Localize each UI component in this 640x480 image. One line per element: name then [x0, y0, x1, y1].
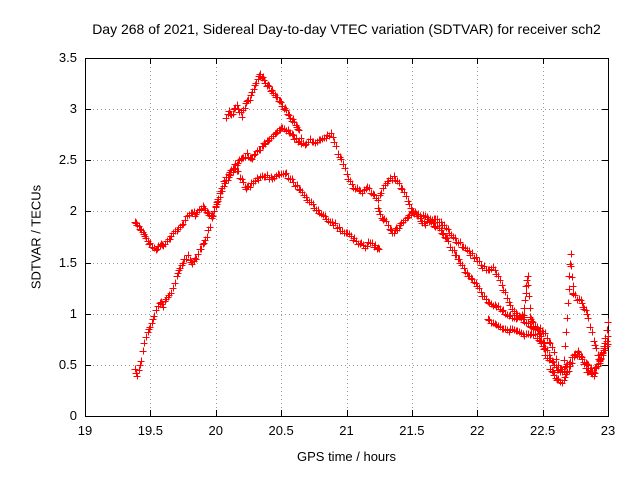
- y-tick-label-3: 3: [69, 101, 77, 117]
- y-tick-label-0.5: 0.5: [58, 356, 77, 372]
- plot-frame: [85, 58, 609, 417]
- tick-marks: [85, 58, 609, 417]
- y-tick-label-1.5: 1.5: [58, 254, 77, 270]
- x-tick-label-21: 21: [339, 423, 354, 438]
- x-tick-label-20.5: 20.5: [268, 423, 294, 438]
- x-axis-title: GPS time / hours: [297, 449, 396, 464]
- y-tick-label-2: 2: [69, 203, 77, 219]
- y-tick-label-1: 1: [69, 305, 77, 321]
- x-tick-label-22: 22: [470, 423, 485, 438]
- chart-title: Day 268 of 2021, Sidereal Day-to-day VTE…: [92, 21, 601, 37]
- x-tick-label-20: 20: [208, 423, 223, 438]
- x-tick-label-19: 19: [77, 423, 93, 438]
- data-markers: [131, 70, 612, 387]
- y-tick-label-2.5: 2.5: [58, 152, 77, 168]
- y-tick-label-0: 0: [69, 408, 77, 423]
- x-tick-label-23: 23: [600, 423, 616, 438]
- grid-lines: [85, 58, 608, 416]
- x-tick-label-21.5: 21.5: [399, 423, 425, 438]
- x-tick-label-19.5: 19.5: [137, 423, 164, 438]
- y-tick-label-3.5: 3.5: [58, 50, 77, 65]
- x-tick-label-22.5: 22.5: [529, 423, 556, 438]
